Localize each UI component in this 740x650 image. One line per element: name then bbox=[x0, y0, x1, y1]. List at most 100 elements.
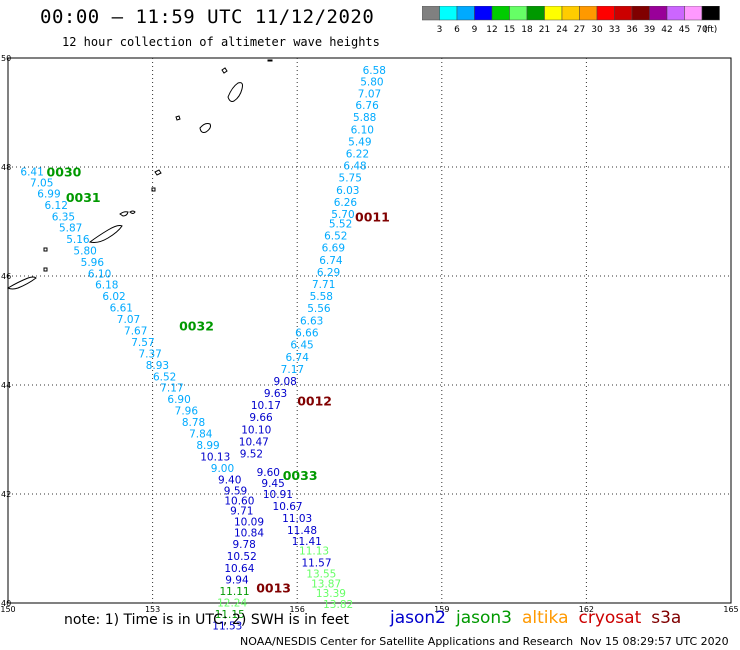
colorbar-label: 42 bbox=[661, 25, 672, 35]
wave-height-point: 10.64 bbox=[224, 563, 254, 575]
wave-height-point: 5.88 bbox=[353, 112, 376, 124]
wave-height-point: 9.00 bbox=[211, 463, 234, 475]
wave-height-point: 13.39 bbox=[316, 588, 346, 600]
coastline-island bbox=[43, 247, 48, 252]
wave-height-point: 5.58 bbox=[310, 291, 333, 303]
coastline-island bbox=[199, 123, 211, 133]
wave-height-point: 11.13 bbox=[299, 546, 329, 558]
wave-height-point: 10.84 bbox=[234, 528, 264, 540]
page-title: 00:00 – 11:59 UTC 11/12/2020 bbox=[40, 6, 375, 28]
colorbar-label: 9 bbox=[472, 25, 478, 35]
wave-height-point: 6.29 bbox=[317, 267, 340, 279]
wave-height-point: 6.63 bbox=[300, 316, 323, 328]
colorbar-label: 21 bbox=[539, 25, 550, 35]
colorbar-label: 39 bbox=[644, 25, 656, 35]
wave-height-point: 5.49 bbox=[348, 136, 371, 148]
coastline-island bbox=[119, 211, 129, 217]
colorbar: 3 6 9 12 15 18 21 24 27 30 33 36 39 42 45 70(ft) bbox=[422, 6, 720, 35]
wave-height-point: 5.96 bbox=[81, 257, 105, 269]
wave-height-point: 5.56 bbox=[307, 303, 331, 315]
colorbar-label: 33 bbox=[609, 25, 620, 35]
colorbar-label: 15 bbox=[504, 25, 515, 35]
wave-height-point: 11.57 bbox=[301, 558, 331, 570]
wave-height-point: 9.60 bbox=[257, 467, 280, 479]
wave-height-point: 11.53 bbox=[212, 620, 242, 632]
x-tick-label: 165 bbox=[723, 605, 738, 614]
wave-height-point: 9.40 bbox=[218, 474, 241, 486]
legend-item: cryosat bbox=[578, 608, 642, 628]
wave-height-point: 6.76 bbox=[355, 100, 379, 112]
wave-height-point: 9.66 bbox=[249, 412, 273, 424]
colorbar-label: 27 bbox=[574, 25, 585, 35]
wave-height-point: 10.91 bbox=[263, 489, 293, 501]
satellite-legend: jason2 jason3 altika cryosat s3a bbox=[390, 608, 691, 628]
wave-height-point: 6.03 bbox=[336, 185, 359, 197]
colorbar-label: 24 bbox=[556, 25, 568, 35]
coastline-island bbox=[154, 169, 162, 176]
track-time-label: 0031 bbox=[66, 190, 101, 205]
wave-height-point: 9.59 bbox=[224, 486, 247, 498]
coastline-island bbox=[175, 115, 181, 121]
wave-height-point: 5.80 bbox=[73, 245, 96, 257]
wave-height-point: 6.69 bbox=[322, 243, 345, 255]
legend-item: s3a bbox=[651, 608, 682, 628]
colorbar-unit: (ft) bbox=[704, 25, 718, 35]
track-time-label: 0030 bbox=[47, 164, 82, 179]
colorbar-label: 30 bbox=[591, 25, 603, 35]
wave-height-point: 6.52 bbox=[324, 231, 347, 243]
colorbar-label: 45 bbox=[679, 25, 690, 35]
x-tick-label: 156 bbox=[290, 605, 305, 614]
track-time-label: 0033 bbox=[283, 468, 318, 483]
colorbar-label: 6 bbox=[454, 25, 460, 35]
wave-height-point: 11.48 bbox=[287, 525, 317, 537]
wave-height-point: 6.61 bbox=[110, 303, 133, 315]
wave-height-point: 5.80 bbox=[360, 76, 383, 88]
coastline-island bbox=[267, 59, 273, 62]
wave-height-point: 9.78 bbox=[232, 539, 255, 551]
wave-height-point: 7.17 bbox=[281, 364, 304, 376]
footer-note: note: 1) Time is in UTC; 2) SWH is in fe… bbox=[64, 612, 350, 628]
wave-height-point: 10.67 bbox=[273, 501, 303, 513]
colorbar-label: 12 bbox=[486, 25, 497, 35]
footer-credit: NOAA/NESDIS Center for Satellite Applica… bbox=[240, 635, 574, 648]
wave-height-point: 10.52 bbox=[227, 551, 257, 563]
track-time-label: 0032 bbox=[179, 319, 214, 334]
y-tick-label: 44 bbox=[1, 381, 11, 390]
wave-height-point: 5.75 bbox=[339, 172, 362, 184]
page-subtitle: 12 hour collection of altimeter wave hei… bbox=[62, 35, 380, 49]
x-tick-label: 162 bbox=[579, 605, 594, 614]
wave-height-point: 9.94 bbox=[225, 575, 249, 587]
wave-height-point: 8.78 bbox=[182, 417, 205, 429]
y-tick-label: 46 bbox=[1, 272, 11, 281]
wave-height-point: 6.10 bbox=[88, 268, 111, 280]
wave-height-point: 13.82 bbox=[323, 599, 353, 611]
wave-height-point: 7.05 bbox=[30, 177, 53, 189]
wave-height-point: 5.87 bbox=[59, 222, 82, 234]
y-tick-label: 48 bbox=[1, 163, 11, 172]
wave-height-point: 6.99 bbox=[37, 189, 60, 201]
wave-height-point: 7.17 bbox=[160, 383, 183, 395]
wave-height-point: 6.41 bbox=[20, 166, 43, 178]
legend-item: jason2 bbox=[390, 608, 446, 628]
wave-height-point: 6.26 bbox=[334, 197, 358, 209]
legend-item: jason3 bbox=[456, 608, 512, 628]
wave-height-point: 13.87 bbox=[311, 578, 341, 590]
wave-height-point: 8.99 bbox=[196, 440, 219, 452]
wave-height-point: 6.10 bbox=[351, 124, 374, 136]
wave-height-point: 7.07 bbox=[358, 88, 381, 100]
wave-height-point: 6.45 bbox=[290, 340, 313, 352]
wave-height-point: 7.71 bbox=[312, 279, 335, 291]
wave-height-point: 9.45 bbox=[261, 478, 284, 490]
plot-frame bbox=[7, 57, 732, 604]
coastline-island bbox=[221, 67, 228, 74]
x-tick-label: 159 bbox=[434, 605, 449, 614]
legend-item: altika bbox=[522, 608, 569, 628]
wave-height-point: 6.52 bbox=[153, 371, 176, 383]
colorbar-label: 36 bbox=[626, 25, 638, 35]
wave-height-point: 6.48 bbox=[343, 160, 366, 172]
wave-height-point: 6.74 bbox=[319, 255, 343, 267]
wave-height-point: 11.03 bbox=[282, 513, 312, 525]
wave-height-point: 10.09 bbox=[234, 516, 264, 528]
y-tick-label: 42 bbox=[1, 490, 11, 499]
